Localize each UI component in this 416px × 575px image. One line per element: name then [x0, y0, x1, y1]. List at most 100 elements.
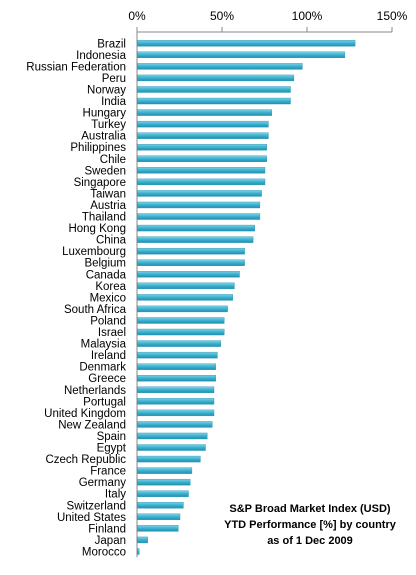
- category-label: Finland: [88, 523, 126, 535]
- bar-spain: [137, 432, 208, 440]
- category-label: Peru: [102, 73, 126, 85]
- category-label: New Zealand: [58, 419, 126, 431]
- bar-italy: [137, 490, 189, 497]
- category-label: Israel: [98, 327, 126, 339]
- category-label: Ireland: [91, 350, 126, 362]
- category-label: Austria: [90, 200, 126, 212]
- bar-luxembourg: [137, 247, 245, 255]
- bar-hungary: [137, 109, 273, 116]
- bar-belgium: [137, 259, 245, 266]
- category-label: United Kingdom: [44, 408, 126, 420]
- bar-united-states: [137, 513, 181, 521]
- bar-norway: [137, 86, 291, 93]
- category-label: Turkey: [91, 119, 126, 131]
- category-label: United States: [57, 512, 126, 524]
- category-label: Norway: [87, 84, 126, 96]
- bar-morocco: [137, 548, 140, 555]
- category-label: Indonesia: [76, 50, 126, 62]
- category-label: Malaysia: [81, 339, 127, 351]
- bar-finland: [137, 525, 179, 532]
- category-label: South Africa: [64, 304, 127, 316]
- bar-switzerland: [137, 502, 184, 509]
- chart-title-line: as of 1 Dec 2009: [267, 535, 353, 547]
- bar-south-africa: [137, 305, 228, 313]
- chart-caption: S&P Broad Market Index (USD) YTD Performa…: [224, 503, 397, 547]
- category-label: Belgium: [84, 258, 126, 270]
- category-label: Canada: [86, 269, 127, 281]
- x-tick-label: 0%: [128, 9, 146, 23]
- chart-title-line: YTD Performance [%] by country: [224, 519, 397, 531]
- category-label: Hungary: [83, 108, 127, 120]
- bars: [137, 40, 356, 555]
- bar-greece: [137, 375, 216, 382]
- category-label: Brazil: [97, 38, 126, 50]
- category-label: Switzerland: [67, 500, 126, 512]
- bar-mexico: [137, 294, 233, 301]
- bar-egypt: [137, 444, 206, 451]
- bar-malaysia: [137, 340, 222, 347]
- bar-australia: [137, 132, 269, 139]
- x-axis: 0% 50% 100% 150%: [128, 9, 408, 33]
- category-label: Thailand: [82, 212, 126, 224]
- category-label: Japan: [95, 535, 126, 547]
- category-label: Greece: [88, 373, 126, 385]
- bar-israel: [137, 328, 225, 336]
- category-label: Korea: [95, 281, 126, 293]
- category-label: Taiwan: [90, 188, 126, 200]
- bar-chile: [137, 155, 267, 162]
- bar-france: [137, 467, 193, 474]
- category-label: Philippines: [70, 142, 126, 154]
- bar-new-zealand: [137, 421, 213, 428]
- category-label: India: [101, 96, 127, 108]
- bar-canada: [137, 271, 240, 278]
- category-label: Germany: [79, 477, 127, 489]
- bar-united-kingdom: [137, 409, 215, 417]
- category-label: Netherlands: [64, 385, 126, 397]
- category-label: Hong Kong: [68, 223, 126, 235]
- x-tick-label: 150%: [377, 9, 408, 23]
- category-label: Australia: [81, 131, 126, 143]
- bar-taiwan: [137, 190, 262, 197]
- category-label: Mexico: [90, 292, 126, 304]
- bar-japan: [137, 536, 148, 544]
- bar-peru: [137, 74, 295, 82]
- bar-germany: [137, 478, 191, 486]
- bar-netherlands: [137, 386, 215, 393]
- bar-russian-federation: [137, 63, 303, 70]
- category-label: Czech Republic: [45, 454, 126, 466]
- category-label: Italy: [105, 489, 126, 501]
- bar-brazil: [137, 40, 356, 47]
- category-label: Singapore: [74, 177, 126, 189]
- chart-title-line: S&P Broad Market Index (USD): [229, 503, 391, 515]
- category-label: Morocco: [82, 546, 126, 558]
- category-label: Russian Federation: [26, 61, 126, 73]
- bar-austria: [137, 201, 261, 209]
- bar-singapore: [137, 178, 266, 186]
- category-label: Spain: [97, 431, 126, 443]
- bar-ireland: [137, 351, 218, 359]
- bar-philippines: [137, 144, 267, 151]
- bar-czech-republic: [137, 455, 201, 463]
- bar-china: [137, 236, 254, 243]
- category-label: France: [90, 466, 126, 478]
- bar-hong-kong: [137, 224, 256, 232]
- category-label: Sweden: [84, 165, 126, 177]
- category-label: Chile: [100, 154, 126, 166]
- bar-denmark: [137, 363, 216, 370]
- bar-india: [137, 97, 291, 105]
- bar-korea: [137, 282, 235, 290]
- x-tick-label: 50%: [210, 9, 234, 23]
- bar-indonesia: [137, 51, 346, 59]
- category-label: Poland: [90, 315, 126, 327]
- category-label: Egypt: [97, 443, 127, 455]
- category-label: Luxembourg: [62, 246, 126, 258]
- bar-turkey: [137, 120, 269, 128]
- bar-sweden: [137, 167, 266, 174]
- category-label: Portugal: [83, 396, 126, 408]
- category-label: Denmark: [79, 362, 126, 374]
- bar-poland: [137, 317, 225, 324]
- bar-portugal: [137, 398, 215, 405]
